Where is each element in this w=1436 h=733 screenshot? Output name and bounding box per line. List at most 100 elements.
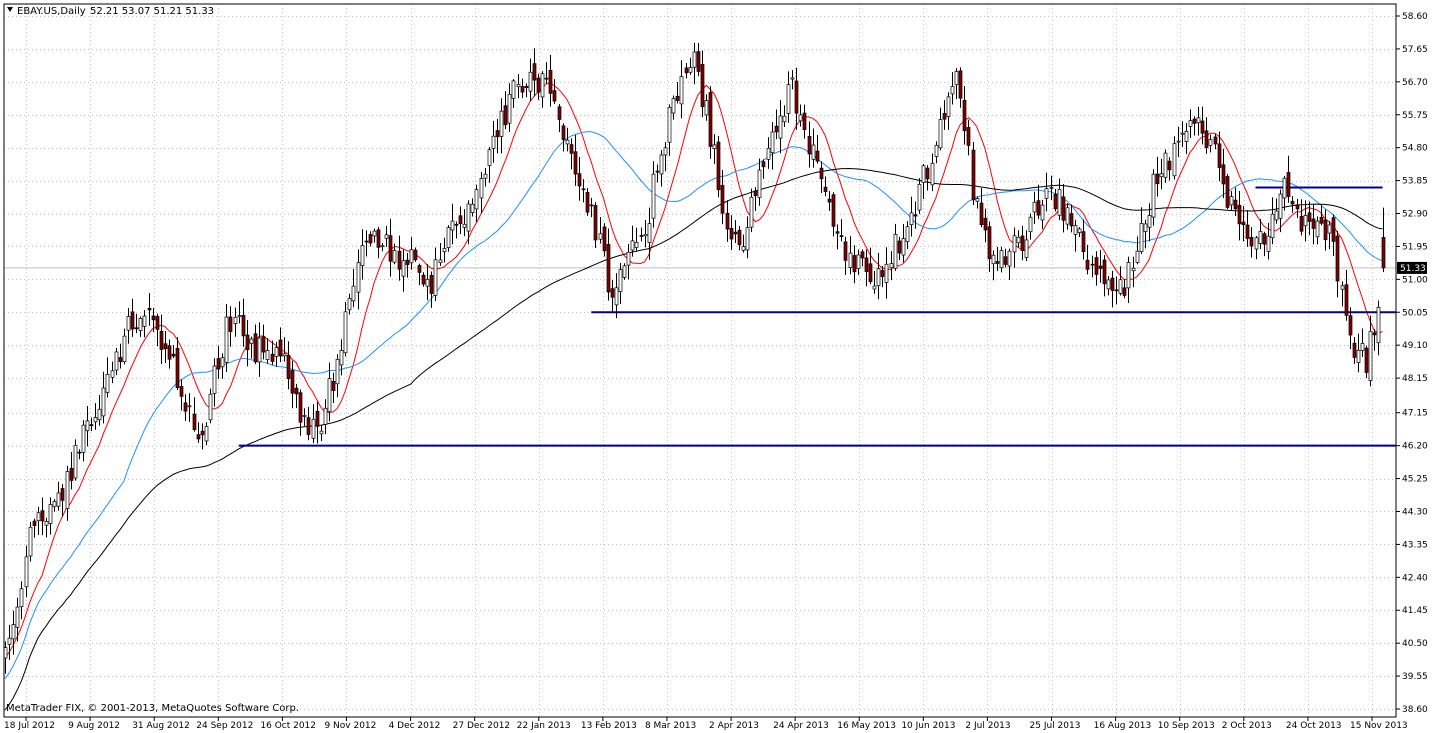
candle-body — [421, 274, 426, 285]
candle-body — [827, 198, 832, 203]
candle — [36, 506, 41, 535]
candle-body — [852, 255, 857, 273]
candle-body — [1077, 228, 1082, 233]
candle-body — [737, 229, 742, 246]
candle-body — [351, 285, 356, 302]
candle — [474, 184, 479, 223]
header-dropdown-arrow-icon[interactable] — [7, 7, 13, 12]
candle — [753, 187, 758, 211]
candle-body — [380, 245, 385, 248]
candle — [639, 227, 644, 242]
y-tick-label: 38.60 — [1402, 705, 1428, 715]
candle — [716, 136, 721, 198]
x-tick-label: 24 Apr 2013 — [773, 721, 829, 731]
candle — [1032, 191, 1037, 225]
candle-body — [1327, 224, 1332, 234]
candle — [889, 251, 894, 281]
candle-body — [1290, 200, 1295, 205]
horizontal-lines[interactable] — [238, 186, 1396, 447]
candle-body — [528, 71, 533, 92]
candle — [925, 165, 930, 191]
candle — [274, 341, 279, 367]
candle — [971, 141, 976, 206]
candle — [192, 397, 197, 432]
candle — [868, 247, 873, 285]
candle — [745, 216, 750, 259]
candle — [298, 389, 303, 436]
candles — [3, 42, 1386, 674]
candle — [257, 322, 262, 377]
candle-body — [1204, 130, 1209, 149]
candle — [569, 138, 574, 170]
candle — [1319, 205, 1324, 226]
candle — [540, 71, 545, 108]
candle-body — [220, 357, 225, 368]
candle — [1024, 230, 1029, 261]
candle — [1020, 225, 1025, 261]
candle-body — [1184, 131, 1189, 142]
candle-body — [942, 113, 947, 120]
candle-body — [1266, 235, 1271, 252]
candle-body — [823, 186, 828, 192]
candle-body — [228, 316, 233, 332]
candle-body — [868, 263, 873, 282]
time-axis[interactable]: 18 Jul 2012 9 Aug 2012 31 Aug 2012 24 Sep 2… — [4, 717, 1408, 731]
candle-body — [901, 238, 906, 256]
candle — [1221, 148, 1226, 199]
candle-body — [1135, 250, 1140, 263]
candle-body — [659, 154, 664, 175]
candle — [913, 201, 918, 229]
candle-body — [425, 278, 430, 287]
candle — [1303, 200, 1308, 242]
candle — [1237, 191, 1242, 241]
candle-body — [1057, 189, 1062, 216]
candle — [671, 95, 676, 120]
candle-body — [1094, 257, 1099, 275]
candle-body — [1270, 213, 1275, 239]
y-tick-label: 53.85 — [1402, 177, 1428, 187]
candle-body — [183, 402, 188, 412]
candle — [1044, 172, 1049, 212]
candle-body — [1159, 173, 1164, 178]
candle-body — [89, 424, 94, 427]
candle-body — [897, 240, 902, 254]
candle-body — [971, 149, 976, 201]
candle-body — [831, 194, 836, 227]
candle — [552, 79, 557, 105]
candle — [347, 293, 352, 315]
price-axis[interactable]: 58.60 57.65 56.70 55.75 54.80 53.85 52.90 51.95… — [1396, 12, 1428, 715]
candle — [1057, 178, 1062, 221]
candle-body — [630, 240, 635, 251]
candle — [1356, 333, 1361, 373]
candle — [975, 196, 980, 209]
candle — [323, 399, 328, 435]
candle-body — [552, 90, 557, 102]
candle-body — [261, 336, 266, 353]
candle — [1323, 209, 1328, 251]
candle-body — [1225, 176, 1230, 208]
y-tick-label: 57.65 — [1402, 45, 1428, 55]
y-tick-label: 54.80 — [1402, 144, 1428, 154]
candle-body — [466, 203, 471, 232]
candle-body — [1335, 235, 1340, 282]
candle-body — [1245, 224, 1250, 239]
x-tick-label: 13 Feb 2013 — [581, 721, 637, 731]
candle-body — [893, 234, 898, 269]
candle — [147, 293, 152, 326]
candle — [56, 481, 61, 511]
candle-body — [614, 287, 619, 306]
candle — [220, 353, 225, 379]
candle — [204, 422, 209, 446]
candle — [1217, 131, 1222, 182]
candle — [856, 249, 861, 276]
candle-body — [462, 223, 467, 228]
candle-body — [1073, 225, 1078, 235]
candle-body — [1282, 177, 1287, 199]
candle — [1225, 173, 1230, 210]
candle-body — [187, 405, 192, 408]
candle-body — [708, 92, 713, 147]
candle-body — [745, 227, 750, 251]
candle — [1012, 227, 1017, 268]
